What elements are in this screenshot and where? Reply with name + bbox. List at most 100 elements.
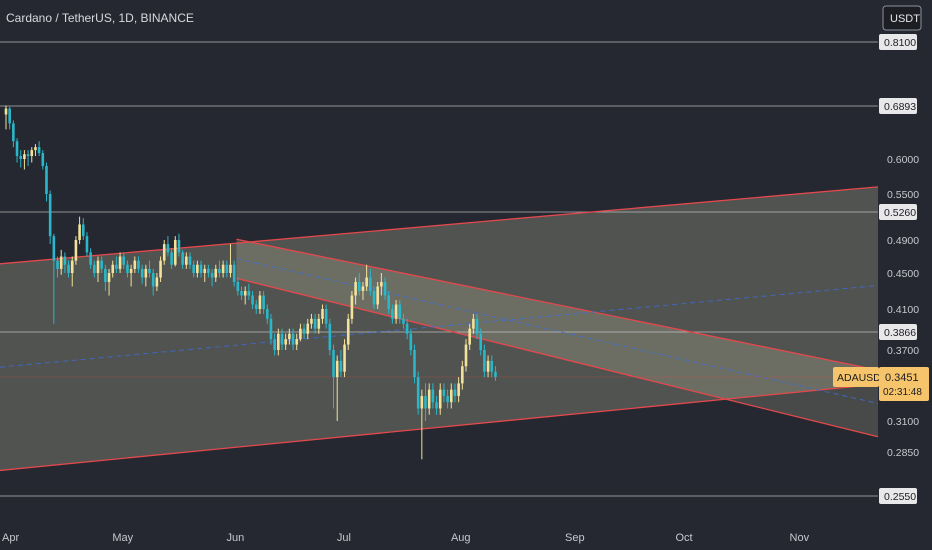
candle[interactable]	[45, 166, 48, 194]
candle[interactable]	[273, 339, 276, 350]
candle[interactable]	[192, 264, 195, 273]
candle[interactable]	[19, 156, 23, 159]
candle[interactable]	[383, 282, 387, 296]
ascending-channel-lower-line[interactable]	[0, 383, 879, 472]
candle[interactable]	[376, 286, 379, 305]
candle[interactable]	[41, 153, 45, 166]
candle[interactable]	[23, 154, 26, 159]
candle[interactable]	[199, 264, 203, 273]
currency-button[interactable]: USDT	[882, 5, 922, 31]
candle[interactable]	[288, 333, 291, 340]
candle[interactable]	[494, 371, 497, 377]
candle[interactable]	[129, 268, 133, 273]
candle[interactable]	[93, 264, 96, 273]
candle[interactable]	[438, 389, 442, 409]
ascending-channel-upper-line[interactable]	[0, 186, 879, 265]
candle[interactable]	[115, 264, 118, 269]
candle[interactable]	[118, 256, 122, 269]
candle[interactable]	[291, 333, 295, 345]
candle[interactable]	[317, 318, 321, 329]
candle[interactable]	[151, 273, 155, 287]
candle[interactable]	[8, 108, 11, 124]
candle[interactable]	[170, 252, 173, 265]
candle[interactable]	[137, 260, 140, 269]
descending-channel-upper-line[interactable]	[236, 238, 879, 371]
candle[interactable]	[277, 333, 280, 350]
candle[interactable]	[343, 344, 346, 372]
candle[interactable]	[89, 252, 92, 265]
candle[interactable]	[232, 264, 236, 282]
candle[interactable]	[229, 264, 232, 273]
candle[interactable]	[173, 240, 177, 265]
candle[interactable]	[214, 268, 218, 278]
candle[interactable]	[405, 323, 409, 334]
candle[interactable]	[159, 260, 162, 278]
candle[interactable]	[475, 318, 479, 334]
candle[interactable]	[431, 389, 435, 403]
candle[interactable]	[247, 291, 251, 296]
candle[interactable]	[74, 240, 78, 261]
candle[interactable]	[144, 268, 148, 278]
candle[interactable]	[133, 260, 137, 269]
candle[interactable]	[321, 309, 324, 319]
candle[interactable]	[207, 268, 210, 273]
candle[interactable]	[427, 389, 431, 409]
candle[interactable]	[70, 260, 74, 273]
candle[interactable]	[236, 282, 240, 291]
candle[interactable]	[461, 366, 464, 384]
candle[interactable]	[306, 323, 310, 334]
candle[interactable]	[391, 309, 394, 319]
candle[interactable]	[251, 295, 254, 305]
candle[interactable]	[284, 339, 287, 345]
candle[interactable]	[162, 244, 166, 261]
candle[interactable]	[122, 256, 126, 265]
candle[interactable]	[486, 360, 490, 372]
candle[interactable]	[280, 333, 284, 345]
candle[interactable]	[56, 260, 59, 269]
candle[interactable]	[416, 377, 420, 409]
candle[interactable]	[155, 277, 159, 287]
candle[interactable]	[372, 291, 376, 305]
candle[interactable]	[299, 328, 302, 340]
candle[interactable]	[177, 240, 181, 253]
candle[interactable]	[402, 318, 405, 324]
candle[interactable]	[221, 264, 225, 273]
candle[interactable]	[30, 150, 34, 157]
candle[interactable]	[464, 344, 468, 367]
candle[interactable]	[357, 282, 361, 291]
candle[interactable]	[457, 383, 460, 396]
candle[interactable]	[254, 304, 258, 310]
candle[interactable]	[472, 318, 475, 329]
candle[interactable]	[361, 286, 365, 292]
candle[interactable]	[380, 282, 383, 287]
candle[interactable]	[185, 256, 188, 265]
candle[interactable]	[483, 350, 486, 372]
candle[interactable]	[262, 295, 265, 310]
candle[interactable]	[126, 264, 129, 273]
candle[interactable]	[310, 318, 313, 324]
candle[interactable]	[258, 295, 262, 310]
candle[interactable]	[302, 328, 306, 334]
candle[interactable]	[4, 108, 8, 115]
candle[interactable]	[295, 339, 299, 345]
candle[interactable]	[63, 256, 67, 265]
candle[interactable]	[328, 323, 332, 350]
candle[interactable]	[424, 395, 427, 409]
candle[interactable]	[166, 244, 170, 253]
candle[interactable]	[181, 252, 184, 265]
candle[interactable]	[269, 318, 273, 340]
time-axis[interactable]: Apr May Jun Jul Aug Sep Oct Nov	[2, 532, 810, 544]
candle[interactable]	[420, 395, 424, 409]
candle[interactable]	[188, 256, 192, 265]
candle[interactable]	[324, 309, 328, 324]
candle[interactable]	[85, 236, 89, 253]
candle[interactable]	[111, 264, 115, 273]
candle[interactable]	[100, 260, 103, 269]
candle[interactable]	[442, 389, 446, 396]
candle[interactable]	[398, 304, 402, 319]
candle[interactable]	[196, 264, 199, 273]
candle[interactable]	[78, 224, 81, 240]
candle[interactable]	[339, 360, 343, 372]
